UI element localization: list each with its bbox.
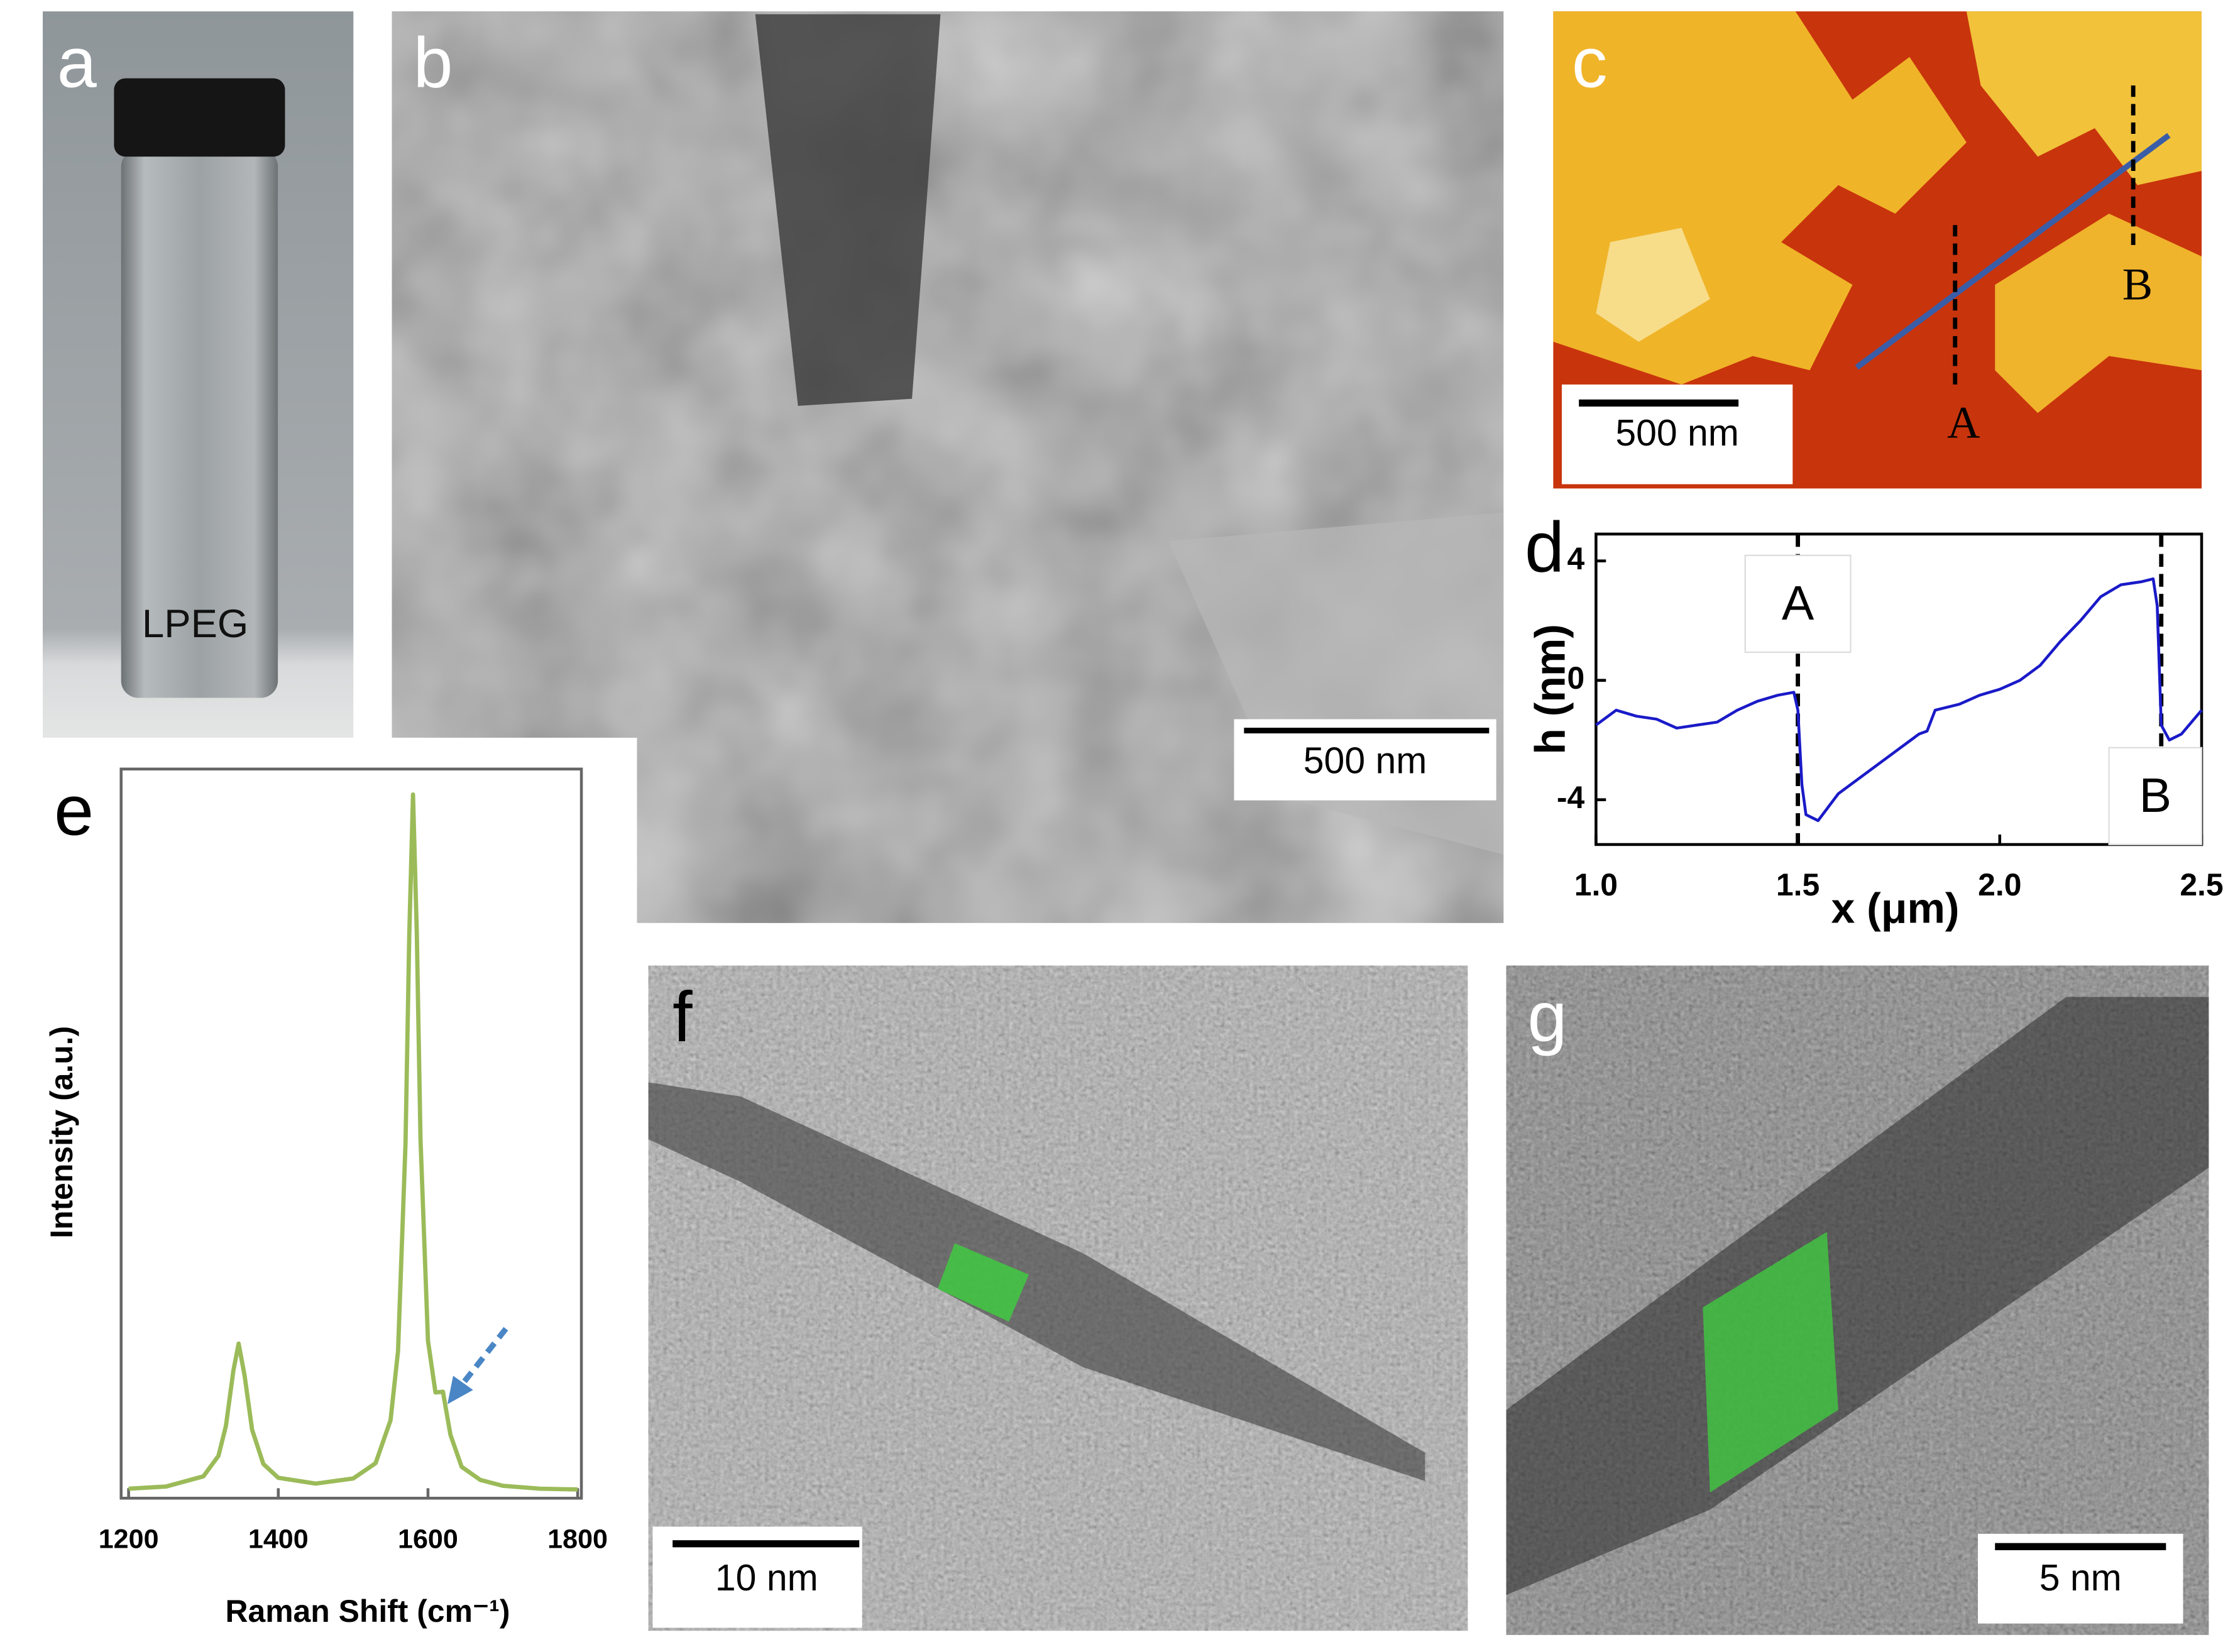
panel-label: g bbox=[1528, 977, 1567, 1057]
scale-bar-label: 10 nm bbox=[715, 1558, 818, 1599]
marker-label: A bbox=[1947, 397, 1980, 448]
data-line bbox=[128, 792, 578, 1492]
x-tick-label: 2.5 bbox=[2180, 867, 2223, 902]
vial-cap bbox=[114, 78, 285, 157]
afm-terrace bbox=[1596, 227, 1710, 342]
panel-label: d bbox=[1525, 507, 1564, 587]
flake-edge bbox=[648, 1082, 1425, 1482]
panel-label: e bbox=[54, 771, 94, 851]
scale-bar-label: 500 nm bbox=[1615, 413, 1739, 454]
afm-terrace bbox=[1966, 11, 2202, 185]
flake bbox=[755, 14, 941, 406]
x-axis-label: x (μm) bbox=[1831, 884, 1959, 932]
panel-a: a LPEG bbox=[43, 11, 354, 738]
y-tick-label: 0 bbox=[1567, 660, 1585, 696]
data-line bbox=[1595, 577, 2203, 823]
panel-label: f bbox=[672, 977, 693, 1057]
afm-terrace bbox=[1995, 213, 2202, 413]
panel-c: A B 500 nm c bbox=[1553, 11, 2202, 489]
plot-frame bbox=[1595, 532, 2204, 846]
panel-label: b bbox=[414, 23, 453, 103]
panel-label: c bbox=[1572, 23, 1608, 103]
annotation-box bbox=[1744, 554, 1852, 654]
plot-frame bbox=[119, 767, 583, 1500]
lattice-highlight bbox=[937, 1243, 1029, 1322]
x-tick-label: 1400 bbox=[248, 1524, 309, 1555]
x-tick-label: 1600 bbox=[398, 1524, 458, 1555]
y-axis-label: h (nm) bbox=[1526, 624, 1574, 755]
panel-label: a bbox=[57, 23, 97, 103]
x-tick-label: 1200 bbox=[99, 1524, 159, 1555]
marker-label: B bbox=[2122, 259, 2153, 310]
y-tick-label: 4 bbox=[1567, 541, 1585, 576]
y-tick-label: -4 bbox=[1557, 780, 1585, 815]
x-tick-label: 1800 bbox=[547, 1524, 608, 1555]
vial bbox=[121, 149, 278, 698]
flake-band bbox=[1506, 997, 2209, 1595]
x-tick-label: 1.0 bbox=[1574, 867, 1618, 902]
sample-label: LPEG bbox=[142, 602, 248, 646]
profile-line bbox=[1855, 133, 2171, 370]
scale-bar-label: 500 nm bbox=[1304, 740, 1427, 781]
annotation-box bbox=[2108, 747, 2203, 846]
arrow bbox=[456, 1327, 508, 1391]
lattice-highlight bbox=[1703, 1232, 1838, 1493]
x-axis-label: Raman Shift (cm⁻¹) bbox=[225, 1594, 510, 1629]
panel-e-background bbox=[11, 737, 637, 1641]
scale-bar-label: 5 nm bbox=[2039, 1558, 2122, 1599]
annotation-label: B bbox=[2139, 769, 2171, 823]
annotation-label: A bbox=[1782, 576, 1814, 630]
charts: 1.0 1.5 2.0 2.5 -4 0 4 A Bx (μm) h (nm) d 1200 1400 1… bbox=[44, 507, 2223, 1629]
arrow-head bbox=[447, 1376, 473, 1404]
panel-g: 5 nm g bbox=[1506, 965, 2209, 1635]
x-tick-label: 2.0 bbox=[1978, 867, 2021, 902]
y-axis-label: Intensity (a.u.) bbox=[44, 1026, 79, 1239]
panel-f: 10 nm f bbox=[648, 965, 1468, 1631]
x-tick-label: 1.5 bbox=[1776, 867, 1820, 902]
